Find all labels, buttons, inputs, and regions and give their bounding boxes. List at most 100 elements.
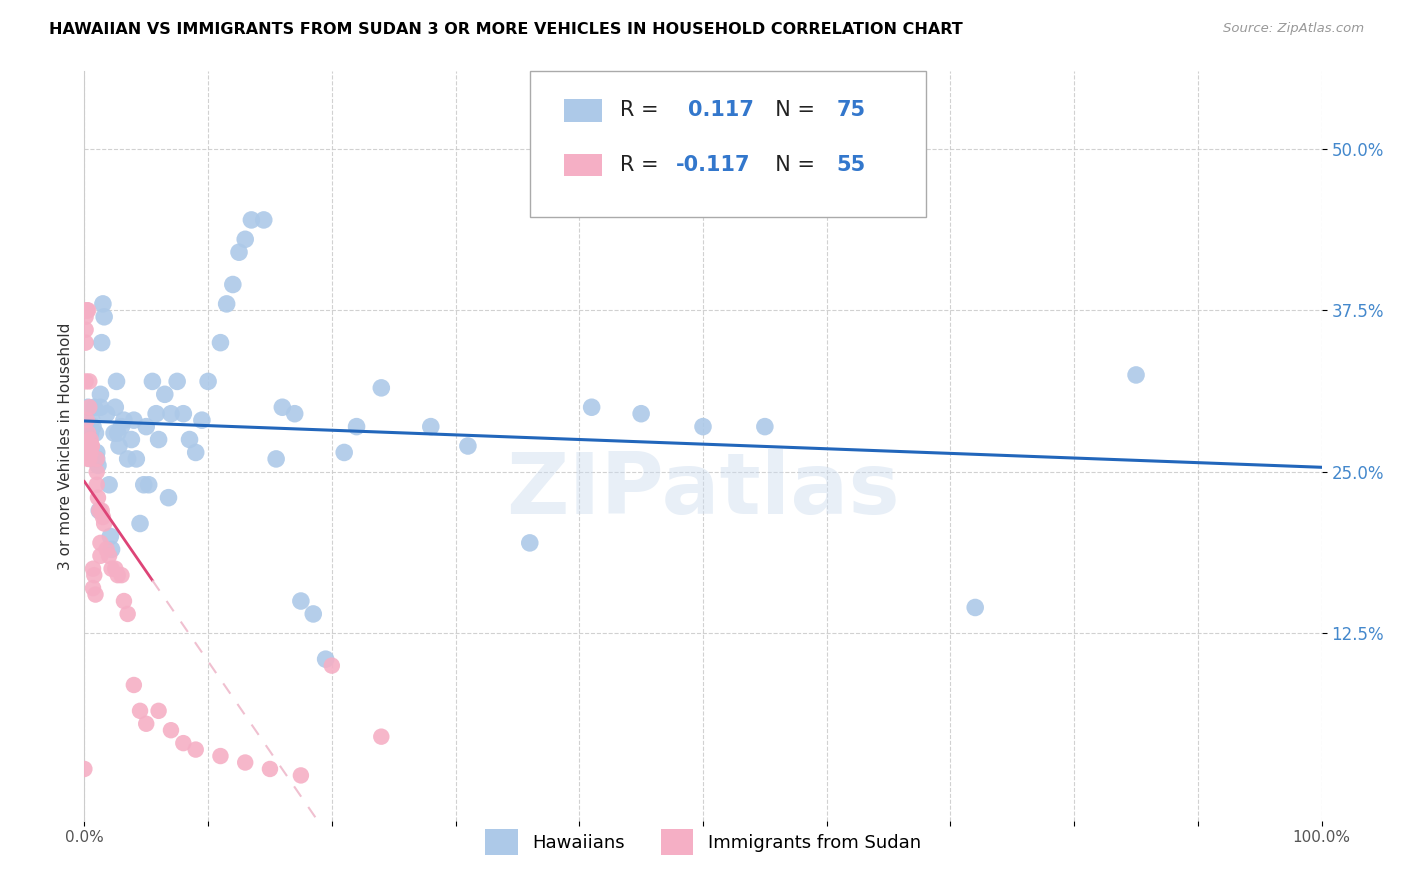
Point (83, 401, 105, 415)
Point (125, 451, 148, 466)
Point (79, 375, 101, 389)
Point (264, 451, 287, 466)
Point (90, 335, 112, 350)
Point (581, 401, 603, 415)
Point (370, 730, 392, 744)
Point (117, 607, 139, 621)
Point (87, 458, 110, 473)
Point (233, 756, 256, 770)
Point (86, 451, 108, 466)
Point (80, 413, 103, 427)
Point (77, 426, 100, 441)
Point (82, 419, 104, 434)
Point (184, 742, 207, 756)
Point (138, 477, 160, 491)
Point (86, 451, 108, 466)
Point (96, 407, 118, 421)
Point (112, 413, 135, 427)
Point (290, 594, 312, 608)
Point (519, 536, 541, 550)
Text: N =: N = (762, 155, 823, 175)
Point (184, 445, 207, 459)
Text: 75: 75 (837, 100, 866, 120)
Point (76, 439, 98, 453)
Point (75, 310, 97, 324)
Point (117, 451, 139, 466)
Point (630, 407, 652, 421)
Point (965, 600, 987, 615)
Point (79, 451, 101, 466)
Point (84, 588, 107, 602)
Point (110, 419, 132, 434)
Point (179, 433, 201, 447)
Point (148, 433, 170, 447)
FancyBboxPatch shape (564, 99, 602, 121)
Point (96, 542, 118, 557)
Point (160, 407, 183, 421)
Point (233, 232, 256, 246)
Text: R =: R = (620, 100, 665, 120)
Point (104, 401, 127, 415)
Point (82, 581, 104, 595)
Point (129, 704, 152, 718)
Point (77, 401, 100, 415)
Point (315, 652, 337, 666)
Point (215, 297, 238, 311)
Point (86, 477, 108, 491)
Point (112, 594, 135, 608)
Point (259, 762, 281, 776)
Point (89, 503, 111, 517)
Point (90, 503, 112, 517)
Point (79, 433, 101, 447)
Point (89, 536, 111, 550)
Point (93, 516, 115, 531)
Point (302, 607, 325, 621)
Point (122, 413, 145, 427)
Text: N =: N = (762, 100, 823, 120)
Point (89, 549, 111, 563)
Point (1125, 368, 1147, 382)
Point (77, 303, 100, 318)
Point (129, 516, 152, 531)
Point (419, 419, 441, 434)
Point (103, 426, 125, 441)
Point (75, 375, 97, 389)
Point (73, 762, 96, 776)
Point (172, 736, 194, 750)
Point (191, 413, 214, 427)
Point (86, 465, 108, 479)
Point (89, 387, 111, 401)
Point (76, 433, 98, 447)
Point (100, 562, 122, 576)
Point (166, 375, 188, 389)
Point (271, 401, 294, 415)
Point (108, 439, 131, 453)
Point (79, 445, 101, 459)
Point (98, 549, 121, 563)
Text: -0.117: -0.117 (676, 155, 751, 175)
FancyBboxPatch shape (530, 71, 925, 218)
Point (290, 768, 312, 782)
Point (105, 375, 128, 389)
Point (172, 407, 194, 421)
Point (98, 529, 121, 543)
Point (132, 477, 155, 491)
Point (76, 303, 98, 318)
Point (333, 445, 356, 459)
Point (141, 375, 163, 389)
Point (370, 381, 392, 395)
Point (120, 433, 142, 447)
Point (157, 491, 180, 505)
Point (346, 419, 368, 434)
Point (240, 213, 263, 227)
Text: 0.117: 0.117 (688, 100, 754, 120)
Point (79, 445, 101, 459)
Point (75, 323, 97, 337)
Point (104, 562, 127, 576)
Point (79, 439, 101, 453)
Point (153, 387, 176, 401)
Point (457, 439, 479, 453)
Y-axis label: 3 or more Vehicles in Household: 3 or more Vehicles in Household (58, 322, 73, 570)
Point (197, 375, 219, 389)
Point (86, 445, 108, 459)
